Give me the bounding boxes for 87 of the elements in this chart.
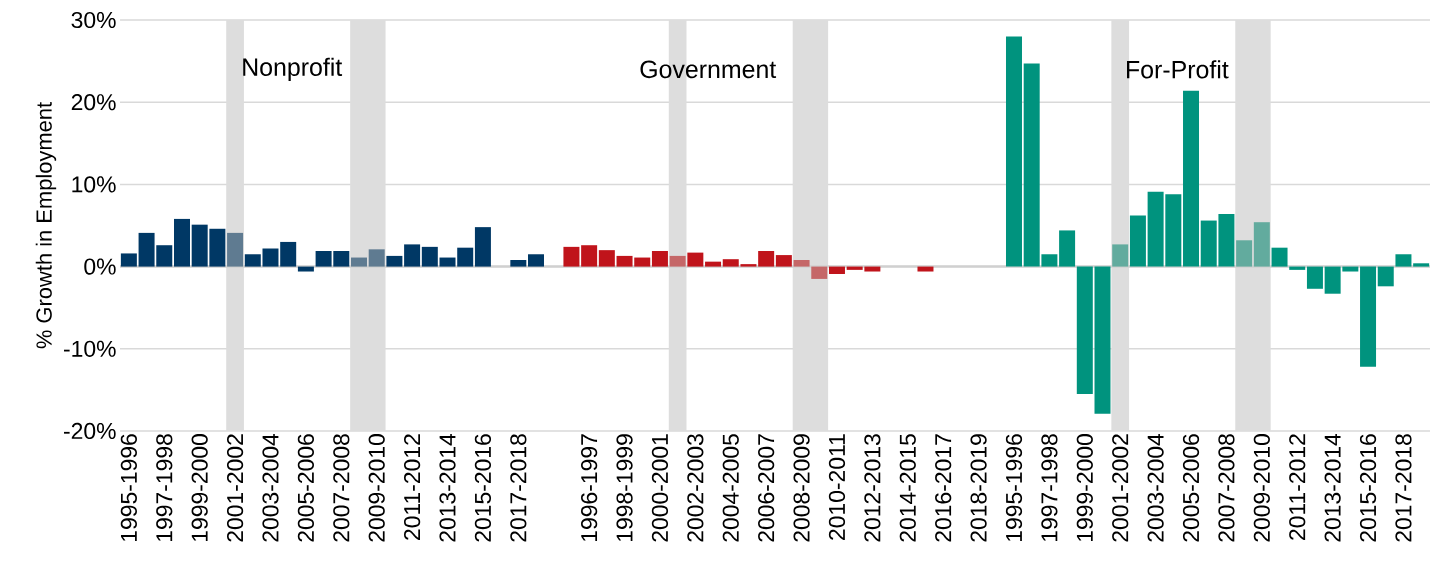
bar <box>474 227 491 267</box>
bar <box>828 266 845 274</box>
bar <box>528 254 545 267</box>
x-tick-label: 2003-2004 <box>1147 433 1164 542</box>
x-tick-label: 2012-2013 <box>864 434 881 542</box>
bar <box>1076 266 1093 394</box>
x-tick-label: 2007-2008 <box>333 434 350 542</box>
x-tick-label: 2017-2018 <box>510 434 527 542</box>
bar <box>1059 230 1076 267</box>
x-tick-label: 2001-2002 <box>1112 434 1129 542</box>
bar <box>280 241 297 267</box>
annotation: For-Profit <box>1127 60 1229 79</box>
x-tick-label: 1997-1998 <box>156 434 173 542</box>
bar <box>669 255 686 267</box>
bar <box>811 266 828 279</box>
x-tick-label: 2005-2006 <box>1182 434 1200 542</box>
x-tick-label: 2013-2014 <box>439 433 456 542</box>
x-tick-label: 1995-1996 <box>120 434 137 542</box>
y-tick-label: 20% <box>71 94 116 111</box>
bar <box>563 246 580 267</box>
x-tick-label: 2000-2001 <box>651 434 669 542</box>
x-tick-label: 2018-2019 <box>970 434 987 542</box>
x-tick-label: 2009-2010 <box>368 434 385 542</box>
bar <box>1129 215 1146 267</box>
y-tick-label: -20% <box>64 422 116 440</box>
y-axis-title: % Growth in Employment <box>35 102 57 349</box>
x-tick-label: 2015-2016 <box>474 434 492 542</box>
bar <box>1306 266 1323 289</box>
bar <box>297 266 314 272</box>
bar <box>651 250 668 267</box>
bar <box>386 255 403 267</box>
bar <box>775 255 792 267</box>
x-tick-label: 1998-1999 <box>616 434 633 542</box>
bar <box>510 260 527 267</box>
bar <box>793 260 810 267</box>
bar <box>404 244 421 267</box>
y-tick-label: 30% <box>71 11 116 29</box>
bar <box>173 218 190 267</box>
bar <box>120 253 137 267</box>
x-tick-label: 1997-1998 <box>1041 434 1058 542</box>
bar <box>1360 266 1377 367</box>
bar <box>917 266 934 272</box>
bar <box>1271 247 1288 267</box>
bar <box>1289 266 1306 270</box>
annotation: Nonprofit <box>243 57 343 81</box>
bar <box>705 261 722 267</box>
bar <box>1395 254 1412 267</box>
bar <box>1236 240 1253 267</box>
bar <box>687 252 704 267</box>
bar <box>1112 244 1129 267</box>
x-tick-label: 2008-2009 <box>793 434 810 542</box>
x-tick-label: 2001-2002 <box>226 434 244 542</box>
bar <box>1183 90 1200 267</box>
bar <box>1006 36 1022 267</box>
x-tick-label: 2017-2018 <box>1395 434 1412 542</box>
x-tick-label: 2002-2003 <box>687 434 704 542</box>
x-tick-label: 1999-2000 <box>1076 434 1093 542</box>
x-tick-label: 2010-2011 <box>828 434 846 540</box>
x-tick-label: 1995-1996 <box>1005 434 1023 542</box>
x-tick-label: 1999-2000 <box>191 434 208 542</box>
x-tick-label: 2011-2012 <box>404 434 421 540</box>
x-tick-label: 2006-2007 <box>758 434 775 542</box>
bar <box>421 246 438 267</box>
bar <box>227 232 244 267</box>
x-tick-label: 2015-2016 <box>1359 434 1377 542</box>
bar <box>368 249 385 267</box>
x-tick-label: 1996-1997 <box>581 434 598 542</box>
bar <box>758 250 775 267</box>
x-tick-label: 2014-2015 <box>899 434 916 542</box>
bar <box>598 250 615 267</box>
x-tick-label: 2005-2006 <box>297 434 314 542</box>
y-tick-label: -10% <box>64 340 116 357</box>
x-tick-label: 2007-2008 <box>1218 434 1235 542</box>
bar <box>1413 263 1430 267</box>
x-tick-label: 2004-2005 <box>722 434 739 542</box>
y-tick-label: 0% <box>84 258 116 275</box>
x-tick-label: 2011-2012 <box>1289 434 1306 540</box>
x-tick-label: 2013-2014 <box>1324 433 1341 542</box>
bar <box>581 245 598 267</box>
x-tick-label: 2009-2010 <box>1253 434 1270 542</box>
y-tick-label: 10% <box>72 176 116 193</box>
x-tick-label: 2003-2004 <box>262 433 279 542</box>
x-tick-label: 2016-2017 <box>935 434 952 542</box>
bar <box>1253 222 1270 267</box>
annotation: Government <box>640 60 777 79</box>
bar <box>1377 266 1394 287</box>
bar <box>351 257 367 267</box>
